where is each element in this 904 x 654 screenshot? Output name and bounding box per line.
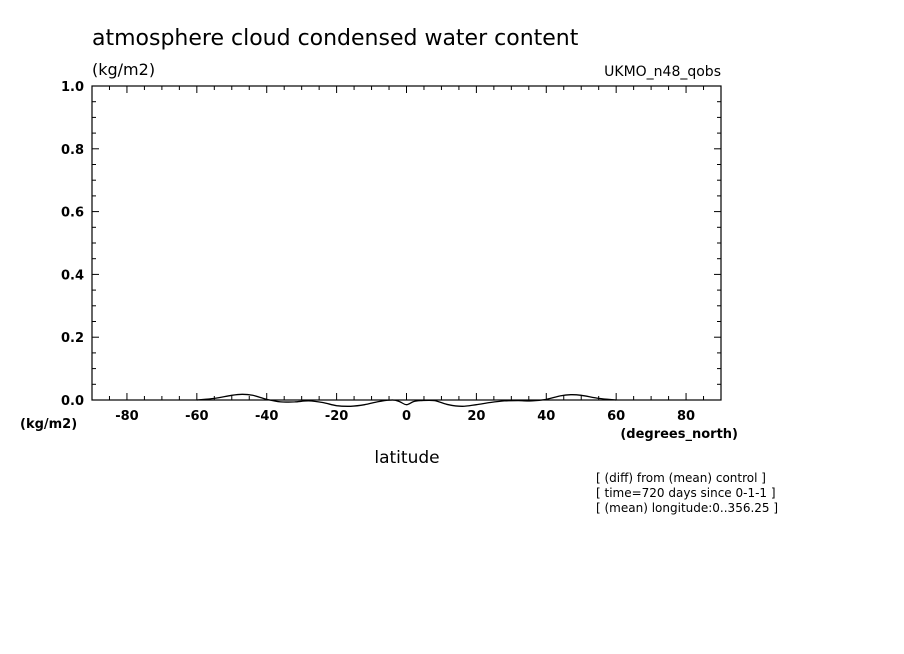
x-tick-label: -60: [185, 409, 209, 424]
note-time: [ time=720 days since 0-1-1 ]: [596, 486, 776, 500]
x-tick-label: -40: [255, 409, 279, 424]
x-axis-label: latitude: [374, 448, 439, 468]
note-diff: [ (diff) from (mean) control ]: [596, 471, 766, 485]
x-tick-label: 60: [607, 409, 625, 424]
plot-frame: [91, 85, 722, 401]
y-tick-label: 1.0: [61, 80, 84, 95]
y-axis: 0.0 0.2 0.4 0.6 0.8 1.0: [61, 80, 721, 409]
chart-title: atmosphere cloud condensed water content: [92, 26, 579, 51]
y-tick-label: 0.0: [61, 394, 84, 409]
x-tick-label: 0: [402, 409, 411, 424]
x-tick-label: 80: [677, 409, 695, 424]
y-units-label: (kg/m2): [20, 417, 77, 432]
x-axis: -80 -60 -40 -20 0 20 40 60 80: [91, 86, 722, 424]
x-units-label: (degrees_north): [620, 427, 738, 442]
x-tick-label: -80: [115, 409, 139, 424]
y-tick-label: 0.2: [61, 331, 84, 346]
x-tick-label: 20: [467, 409, 485, 424]
note-longitude: [ (mean) longitude:0..356.25 ]: [596, 501, 778, 515]
y-tick-label: 0.8: [61, 143, 84, 158]
model-label: UKMO_n48_qobs: [604, 64, 721, 80]
y-tick-label: 0.6: [61, 206, 84, 221]
x-tick-label: -20: [325, 409, 349, 424]
x-tick-label: 40: [537, 409, 555, 424]
y-tick-label: 0.4: [61, 268, 84, 283]
series-line: [196, 393, 617, 407]
units-label: (kg/m2): [92, 60, 155, 79]
